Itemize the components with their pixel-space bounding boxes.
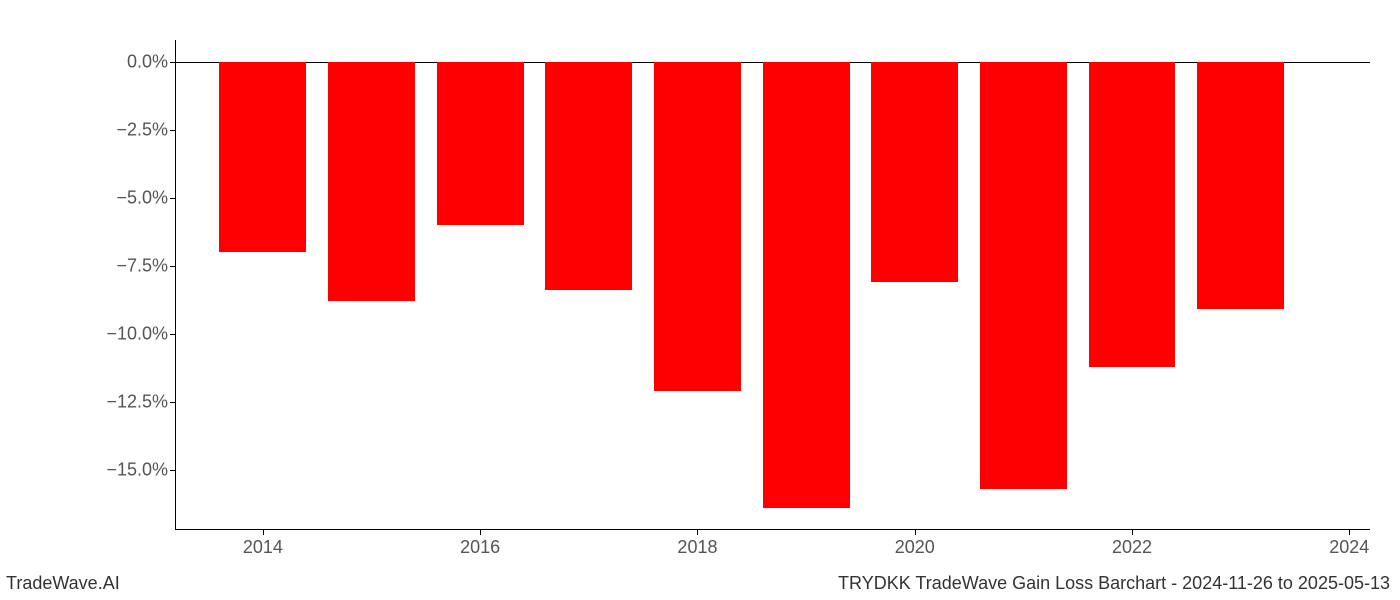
- footer-left-text: TradeWave.AI: [6, 573, 120, 594]
- x-tick-label: 2014: [243, 529, 283, 558]
- chart-bar: [1089, 62, 1176, 367]
- chart-bar: [980, 62, 1067, 489]
- plot-area: 0.0%−2.5%−5.0%−7.5%−10.0%−12.5%−15.0%201…: [175, 40, 1370, 530]
- y-tick-label: −7.5%: [116, 255, 176, 276]
- y-tick-label: −15.0%: [106, 460, 176, 481]
- chart-container: 0.0% −2.5% −5.0% −7.5% −10.0% −12.5% −15.0% 201…: [0, 0, 1400, 600]
- y-tick-label: −12.5%: [106, 392, 176, 413]
- chart-bar: [654, 62, 741, 391]
- x-tick-label: 2022: [1112, 529, 1152, 558]
- chart-bar: [871, 62, 958, 283]
- footer-right-text: TRYDKK TradeWave Gain Loss Barchart - 20…: [838, 573, 1390, 594]
- y-tick-label: −2.5%: [116, 119, 176, 140]
- y-tick-label: −5.0%: [116, 187, 176, 208]
- x-tick-label: 2024: [1329, 529, 1369, 558]
- x-tick-label: 2020: [895, 529, 935, 558]
- chart-bar: [1197, 62, 1284, 310]
- x-tick-label: 2018: [677, 529, 717, 558]
- chart-bar: [545, 62, 632, 291]
- chart-bar: [763, 62, 850, 508]
- y-tick-label: −10.0%: [106, 324, 176, 345]
- y-tick-label: 0.0%: [127, 51, 176, 72]
- chart-bar: [328, 62, 415, 302]
- x-tick-label: 2016: [460, 529, 500, 558]
- chart-bar: [437, 62, 524, 225]
- chart-bar: [219, 62, 306, 253]
